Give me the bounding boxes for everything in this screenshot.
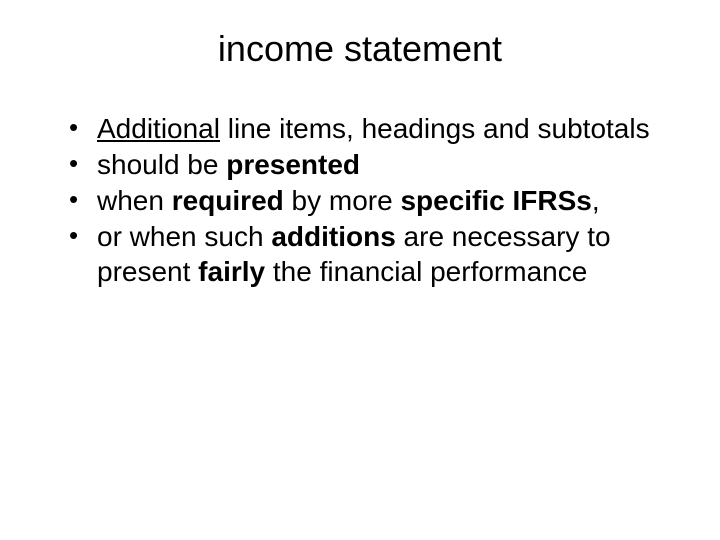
- text-segment: specific IFRSs: [400, 185, 591, 216]
- bullet-list: Additional line items, headings and subt…: [45, 112, 675, 289]
- text-segment: line items, headings and subtotals: [220, 113, 650, 144]
- bullet-item: Additional line items, headings and subt…: [69, 112, 675, 146]
- text-segment: when: [97, 185, 172, 216]
- bullet-item: should be presented: [69, 148, 675, 182]
- text-segment: by more: [284, 185, 401, 216]
- text-segment: the financial performance: [265, 256, 587, 287]
- text-segment: presented: [226, 149, 360, 180]
- text-segment: ,: [592, 185, 600, 216]
- text-segment: additions: [271, 221, 395, 252]
- text-segment: required: [172, 185, 284, 216]
- text-segment: or when such: [97, 221, 271, 252]
- bullet-item: or when such additions are necessary to …: [69, 220, 675, 288]
- slide-title: income statement: [45, 28, 675, 70]
- bullet-item: when required by more specific IFRSs,: [69, 184, 675, 218]
- text-segment: Additional: [97, 113, 220, 144]
- text-segment: fairly: [198, 256, 265, 287]
- text-segment: should be: [97, 149, 226, 180]
